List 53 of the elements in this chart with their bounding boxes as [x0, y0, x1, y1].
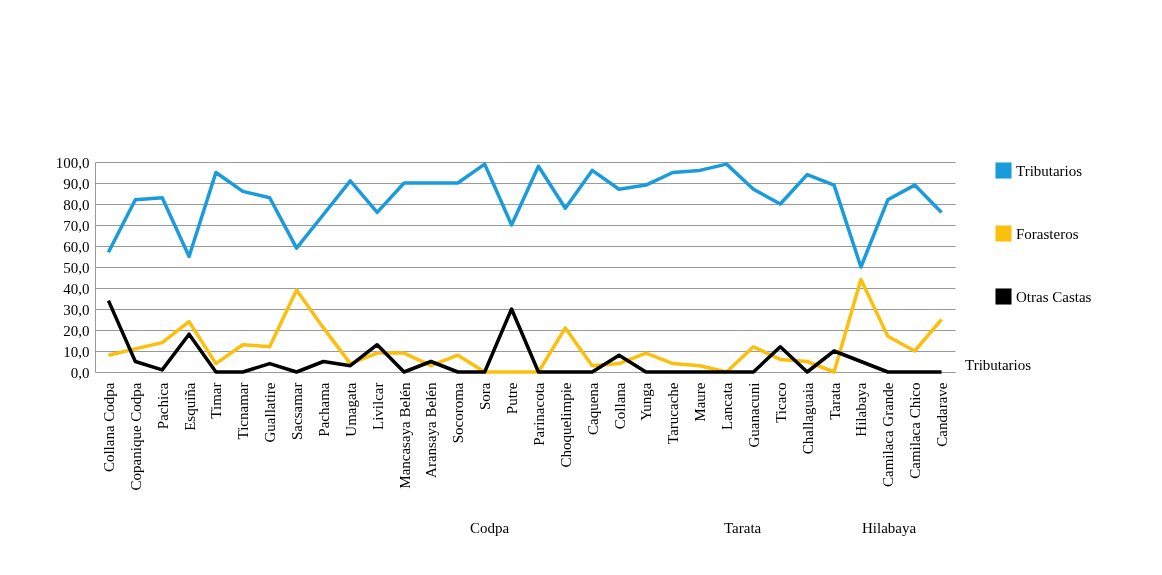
legend-label: Otras Castas: [1016, 288, 1092, 305]
x-tick-label: Challaguaia: [799, 382, 816, 455]
x-tick-label: Camilaca Chico: [907, 382, 924, 479]
x-tick-label: Socoroma: [450, 382, 467, 444]
x-tick-label: Tarata: [826, 382, 843, 420]
x-tick-label: Esquiña: [181, 382, 198, 431]
y-tick-label: 30,0: [63, 301, 90, 318]
x-tick-label: Pachama: [315, 382, 332, 437]
x-tick-label: Camilaca Grande: [880, 382, 897, 488]
legend-label: Forasteros: [1016, 225, 1079, 242]
y-tick-label: 60,0: [63, 238, 90, 255]
x-tick-label: Guanacuni: [745, 382, 762, 448]
x-tick-label: Mancasaya Belén: [396, 382, 413, 489]
x-tick-label: Copanique Codpa: [127, 382, 144, 491]
x-tick-label: Sacsamar: [289, 382, 306, 440]
x-tick-label: Lancata: [719, 382, 736, 430]
x-tick-label: Ticaco: [772, 382, 789, 423]
x-tick-label: Choquelimpie: [557, 382, 574, 468]
x-tick-label: Yunga: [638, 382, 655, 421]
y-tick-label: 90,0: [63, 175, 90, 192]
x-tick-label: Hilabaya: [853, 382, 870, 437]
line-series: [106, 162, 944, 269]
x-tick-label: Candarave: [934, 382, 951, 447]
text: Tarata: [724, 520, 762, 537]
x-tick-label: Collana Codpa: [100, 382, 117, 473]
line-series: [106, 298, 944, 374]
x-tick-label: Putre: [504, 382, 521, 415]
x-tick-label: Aransaya Belén: [423, 382, 440, 478]
x-tick-label: Pachica: [154, 382, 171, 430]
legend-label: Tributarios: [1016, 162, 1083, 179]
y-tick-label: 20,0: [63, 322, 90, 339]
line-series: [106, 277, 944, 374]
x-tick-label: Sora: [477, 382, 494, 410]
x-tick-label: Maure: [692, 382, 709, 422]
y-tick-label: 50,0: [63, 259, 90, 276]
x-tick-label: Collana: [611, 382, 628, 430]
x-tick-label: Parinacota: [530, 382, 547, 446]
x-tick-label: Umagata: [342, 382, 359, 437]
x-tick-label: Ticnamar: [235, 382, 252, 440]
y-tick-label: 70,0: [63, 217, 90, 234]
x-tick-label: Livilcar: [369, 382, 386, 430]
y-tick-label: 0,0: [70, 364, 90, 381]
x-tick-label: Timar: [208, 382, 225, 419]
y-tick-label: 40,0: [63, 280, 90, 297]
x-tick-label: Caquena: [584, 382, 601, 435]
x-tick-label: Tarucache: [665, 382, 682, 444]
y-tick-label: 80,0: [63, 196, 90, 213]
y-tick-label: 100,0: [55, 154, 90, 171]
y-tick-label: 10,0: [63, 343, 90, 360]
text: Hilabaya: [862, 520, 917, 537]
x-tick-label: Guallatire: [262, 382, 279, 443]
text: Tributarios: [965, 357, 1032, 374]
text: Codpa: [470, 520, 510, 537]
